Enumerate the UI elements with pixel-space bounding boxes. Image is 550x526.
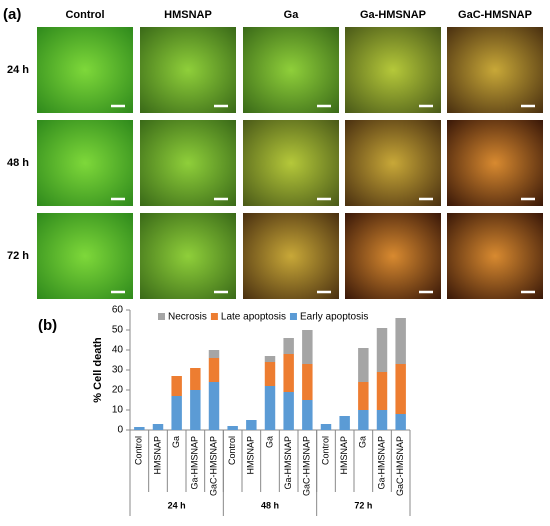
x-tick-label: Ga bbox=[171, 436, 181, 448]
column-header: Control bbox=[65, 9, 104, 21]
row-label: 48 h bbox=[7, 157, 29, 169]
bar-segment bbox=[264, 362, 276, 386]
micrograph bbox=[447, 213, 543, 299]
micrograph bbox=[345, 120, 441, 206]
micrograph bbox=[37, 27, 133, 113]
micrograph bbox=[140, 27, 236, 113]
column-header: GaC-HMSNAP bbox=[458, 9, 532, 21]
row-label: 72 h bbox=[7, 250, 29, 262]
x-tick-label: Ga-HMSNAP bbox=[283, 436, 293, 490]
panel-label: (b) bbox=[38, 317, 57, 334]
legend-swatch bbox=[289, 313, 297, 320]
y-tick-label: 30 bbox=[112, 365, 124, 376]
micrograph bbox=[345, 27, 441, 113]
y-tick-label: 20 bbox=[112, 385, 124, 396]
x-tick-label: Control bbox=[227, 436, 237, 465]
x-tick-label: Ga-HMSNAP bbox=[190, 436, 200, 490]
group-label: 24 h bbox=[168, 500, 186, 510]
bar-segment bbox=[227, 426, 238, 430]
micrograph bbox=[140, 213, 236, 299]
bar-segment bbox=[171, 376, 182, 396]
y-tick-label: 40 bbox=[112, 345, 124, 356]
bar-segment bbox=[395, 414, 406, 430]
micrograph bbox=[140, 120, 236, 206]
bar-segment bbox=[302, 364, 313, 400]
bar-segment bbox=[320, 424, 332, 430]
micrograph bbox=[447, 27, 543, 113]
x-tick-label: Ga bbox=[358, 436, 368, 448]
bar-segment bbox=[190, 368, 201, 390]
bar-segment bbox=[283, 338, 294, 354]
y-axis-label: % Cell death bbox=[92, 337, 104, 403]
legend-label: Late apoptosis bbox=[221, 312, 286, 323]
bar-segment bbox=[246, 420, 257, 430]
column-header: Ga-HMSNAP bbox=[360, 9, 426, 21]
bar-segment bbox=[302, 400, 313, 430]
x-tick-label: GaC-HMSNAP bbox=[302, 436, 312, 496]
x-tick-label: GaC-HMSNAP bbox=[208, 436, 218, 496]
legend-swatch bbox=[210, 313, 218, 320]
micrograph bbox=[37, 213, 133, 299]
bar-segment bbox=[358, 410, 369, 430]
micrograph bbox=[345, 213, 441, 299]
column-header: HMSNAP bbox=[164, 9, 212, 21]
legend-label: Necrosis bbox=[168, 312, 207, 323]
bar-segment bbox=[376, 410, 388, 430]
bar-segment bbox=[134, 427, 145, 430]
bar-segment bbox=[283, 354, 294, 392]
column-header: Ga bbox=[284, 9, 300, 21]
bar-segment bbox=[208, 350, 220, 358]
x-tick-label: HMSNAP bbox=[152, 436, 162, 475]
micrograph bbox=[447, 120, 543, 206]
bar-segment bbox=[376, 372, 388, 410]
bar-segment bbox=[358, 348, 369, 382]
group-label: 72 h bbox=[354, 500, 372, 510]
x-tick-label: Control bbox=[134, 436, 144, 465]
bar-segment bbox=[190, 390, 201, 430]
micrograph bbox=[243, 213, 339, 299]
bar-segment bbox=[395, 318, 406, 364]
y-tick-label: 50 bbox=[112, 325, 124, 336]
bar-segment bbox=[395, 364, 406, 414]
row-label: 24 h bbox=[7, 64, 29, 76]
x-tick-label: HMSNAP bbox=[246, 436, 256, 475]
bar-segment bbox=[264, 386, 276, 430]
y-tick-label: 0 bbox=[117, 425, 123, 436]
bar-segment bbox=[264, 356, 276, 362]
bar-segment bbox=[283, 392, 294, 430]
group-label: 48 h bbox=[261, 500, 279, 510]
x-tick-label: Control bbox=[320, 436, 330, 465]
y-tick-label: 10 bbox=[112, 405, 124, 416]
micrograph bbox=[243, 27, 339, 113]
y-tick-label: 60 bbox=[112, 305, 124, 316]
bar-segment bbox=[152, 424, 164, 430]
bar-segment bbox=[339, 416, 350, 430]
micrograph bbox=[37, 120, 133, 206]
x-tick-label: Ga-HMSNAP bbox=[376, 436, 386, 490]
micrograph bbox=[243, 120, 339, 206]
legend-swatch bbox=[158, 313, 165, 320]
x-tick-label: HMSNAP bbox=[339, 436, 349, 475]
bar-segment bbox=[376, 328, 388, 372]
panel-label: (a) bbox=[3, 6, 21, 23]
bar-segment bbox=[171, 396, 182, 430]
bar-segment bbox=[208, 382, 220, 430]
legend-label: Early apoptosis bbox=[300, 312, 368, 323]
bar-segment bbox=[358, 382, 369, 410]
x-tick-label: GaC-HMSNAP bbox=[395, 436, 405, 496]
bar-segment bbox=[302, 330, 313, 364]
bar-segment bbox=[208, 358, 220, 382]
x-tick-label: Ga bbox=[264, 436, 274, 448]
